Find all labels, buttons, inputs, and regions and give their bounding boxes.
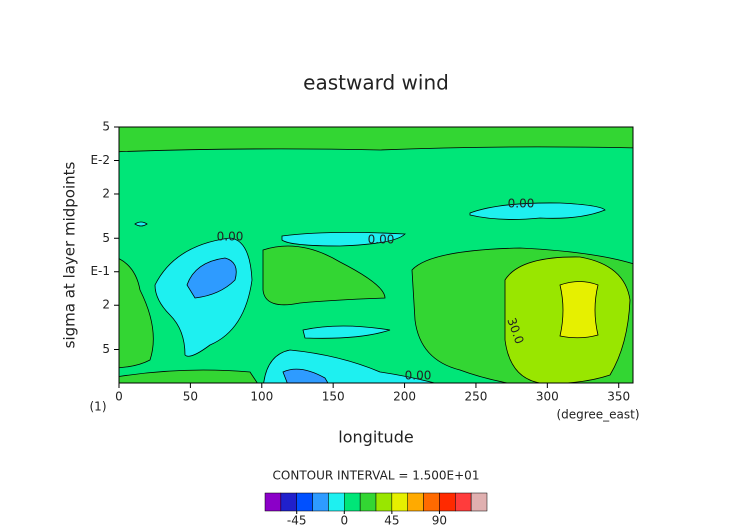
contour-region bbox=[119, 258, 154, 369]
y-tick-label: E-2 bbox=[90, 153, 110, 167]
y-tick-label: 2 bbox=[102, 186, 110, 200]
colorbar-tick-label: 0 bbox=[340, 514, 348, 528]
contour-interval: CONTOUR INTERVAL = 1.500E+01 bbox=[273, 469, 480, 483]
x-tick-label: 200 bbox=[393, 390, 416, 404]
y-axis-label: sigma at layer midpoints bbox=[61, 161, 79, 348]
x-tick-label: 250 bbox=[464, 390, 487, 404]
x-tick-label: 150 bbox=[322, 390, 345, 404]
x-axis-label: longitude bbox=[338, 428, 413, 447]
colorbar-tick-label: 90 bbox=[432, 514, 447, 528]
x-unit-label: (degree_east) bbox=[556, 408, 639, 422]
y-tick-label: 2 bbox=[102, 298, 110, 312]
colorbar-box bbox=[359, 492, 377, 512]
contour-label: 0.00 bbox=[508, 197, 535, 211]
y-tick-label: E-1 bbox=[90, 264, 110, 278]
y-tick-label: 5 bbox=[102, 231, 110, 245]
colorbar-box bbox=[264, 492, 282, 512]
colorbar-box bbox=[344, 492, 361, 512]
contour-region bbox=[469, 202, 606, 220]
contour-region bbox=[281, 232, 406, 247]
y-corner-label: (1) bbox=[90, 400, 107, 414]
contour-region bbox=[282, 368, 329, 383]
x-tick-label: 50 bbox=[183, 390, 198, 404]
x-tick-label: 0 bbox=[115, 390, 123, 404]
colorbar-box bbox=[296, 492, 313, 512]
contour-region bbox=[119, 369, 258, 383]
contour-region bbox=[302, 325, 391, 339]
contour-label: 0.00 bbox=[368, 233, 395, 247]
colorbar-box bbox=[375, 492, 393, 512]
colorbar-box bbox=[391, 492, 408, 512]
contour-label: 0.00 bbox=[217, 230, 244, 244]
colorbar-box bbox=[312, 492, 329, 512]
contour-region bbox=[262, 245, 386, 306]
y-tick-label: 5 bbox=[102, 342, 110, 356]
colorbar-tick-label: 45 bbox=[384, 514, 399, 528]
colorbar-box bbox=[328, 492, 345, 512]
x-tick-label: 100 bbox=[250, 390, 273, 404]
contour-region bbox=[119, 127, 633, 153]
contour-region bbox=[134, 221, 148, 227]
plot-frame bbox=[118, 126, 634, 384]
contour-region bbox=[186, 257, 237, 299]
x-tick-label: 350 bbox=[607, 390, 630, 404]
colorbar-box bbox=[407, 492, 424, 512]
y-tick-label: 5 bbox=[102, 120, 110, 134]
x-tick-label: 300 bbox=[536, 390, 559, 404]
colorbar-box bbox=[455, 492, 472, 512]
colorbar-box bbox=[280, 492, 297, 512]
colorbar-box bbox=[439, 492, 456, 512]
colorbar-box bbox=[423, 492, 440, 512]
chart-title: eastward wind bbox=[303, 71, 449, 95]
contour-label: 0.00 bbox=[405, 369, 432, 383]
contour-region bbox=[559, 281, 599, 339]
colorbar-box bbox=[470, 492, 488, 512]
colorbar-tick-label: -45 bbox=[287, 514, 307, 528]
